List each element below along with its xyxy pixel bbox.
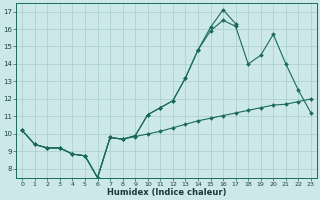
X-axis label: Humidex (Indice chaleur): Humidex (Indice chaleur) — [107, 188, 226, 197]
